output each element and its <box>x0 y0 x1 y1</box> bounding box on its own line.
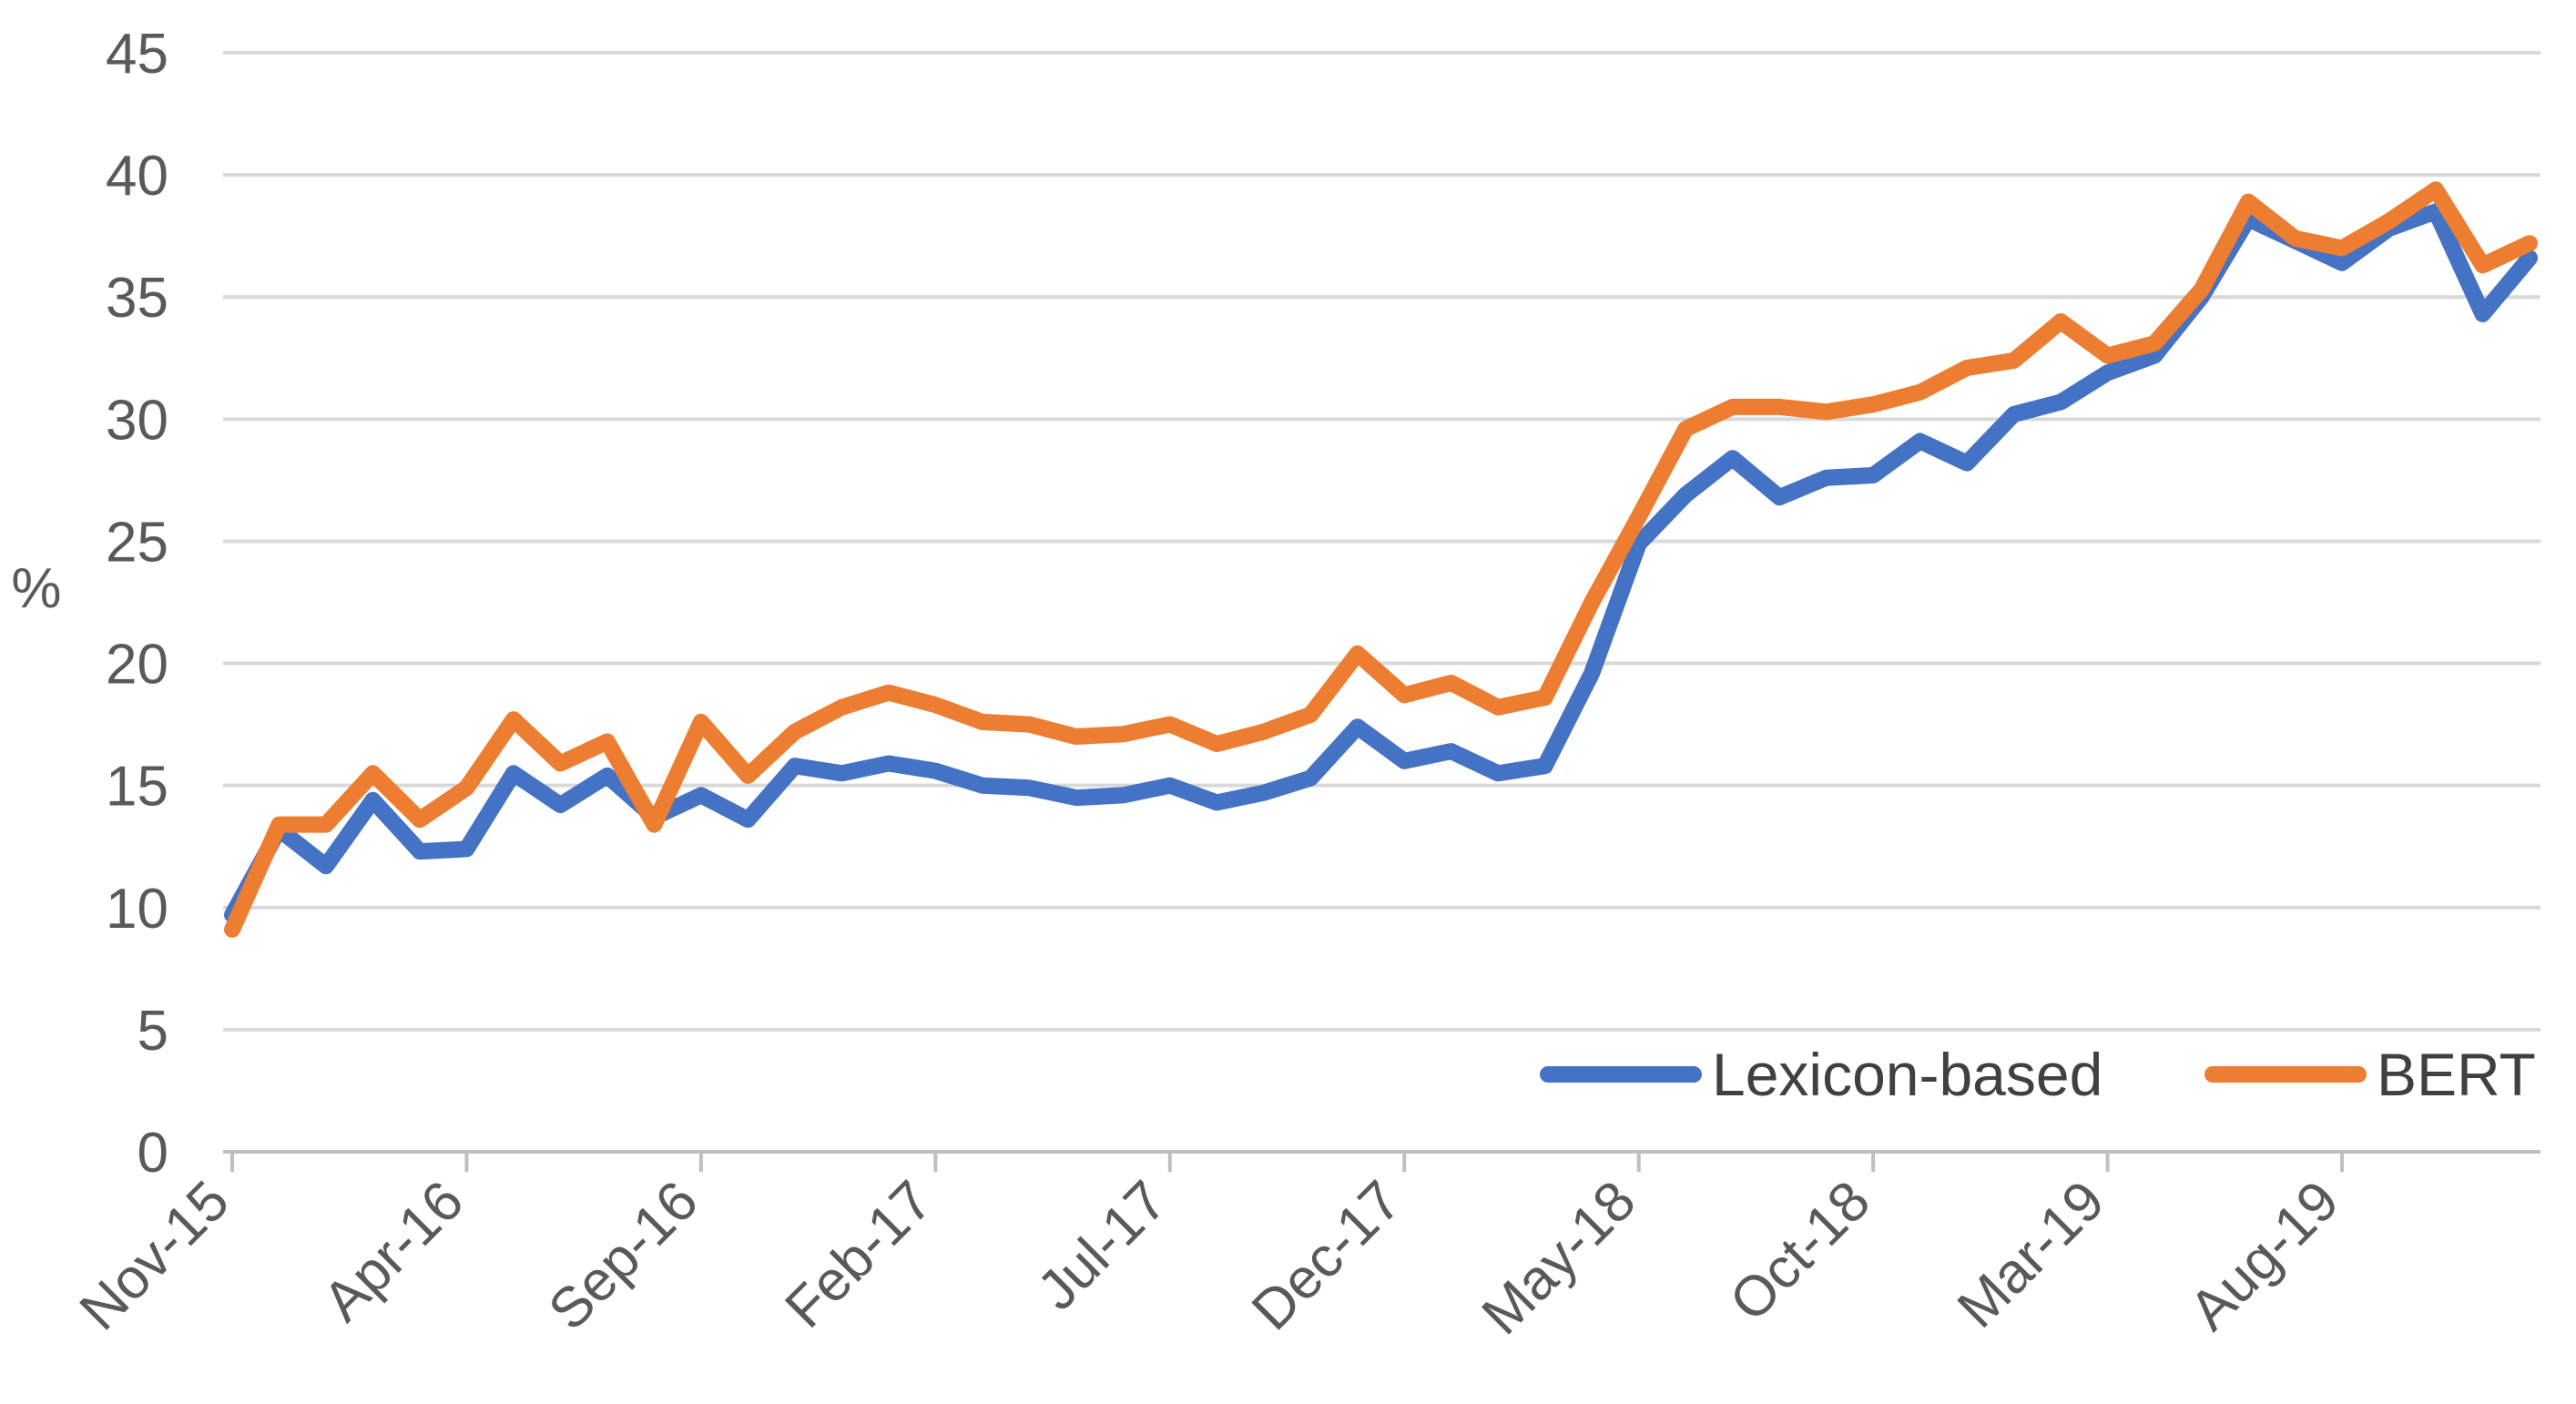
gridlines <box>223 51 2540 1032</box>
x-tick-label: Feb-17 <box>774 1169 945 1340</box>
x-tick-label: Dec-17 <box>1240 1169 1413 1342</box>
x-tick-label: Oct-18 <box>1718 1169 1882 1333</box>
x-tick-label: Jul-17 <box>1025 1169 1178 1322</box>
x-tick-label: Apr-16 <box>311 1169 475 1333</box>
x-tick-label: May-18 <box>1471 1169 1648 1347</box>
y-axis-ticks: 0 5 10 15 20 25 30 35 40 45 <box>106 23 168 1185</box>
y-tick-label: 30 <box>106 389 168 452</box>
legend-label: Lexicon-based <box>1712 1041 2103 1108</box>
y-tick-label: 25 <box>106 511 168 574</box>
series-line-bert <box>224 181 2538 938</box>
y-tick-label: 20 <box>106 634 168 697</box>
legend: Lexicon-based BERT <box>1540 1041 2536 1108</box>
y-tick-label: 0 <box>137 1122 168 1185</box>
y-tick-label: 40 <box>106 145 168 208</box>
y-axis-label: % <box>11 557 61 620</box>
series-line-lexicon-based <box>224 203 2538 923</box>
x-tick-label: Mar-19 <box>1946 1169 2117 1340</box>
y-tick-label: 15 <box>106 756 168 819</box>
x-tick-label: Aug-19 <box>2178 1169 2351 1342</box>
y-tick-label: 5 <box>137 1000 168 1063</box>
x-tick-label: Sep-16 <box>537 1169 710 1342</box>
x-tick-label: Nov-15 <box>68 1169 241 1342</box>
x-axis-ticks: Nov-15 Apr-16 Sep-16 Feb-17 Jul-17 Dec-17 May-… <box>68 1152 2351 1347</box>
legend-label: BERT <box>2377 1041 2536 1108</box>
y-tick-label: 45 <box>106 23 168 86</box>
y-tick-label: 10 <box>106 878 168 941</box>
series-lines <box>224 181 2538 938</box>
y-tick-label: 35 <box>106 267 168 330</box>
